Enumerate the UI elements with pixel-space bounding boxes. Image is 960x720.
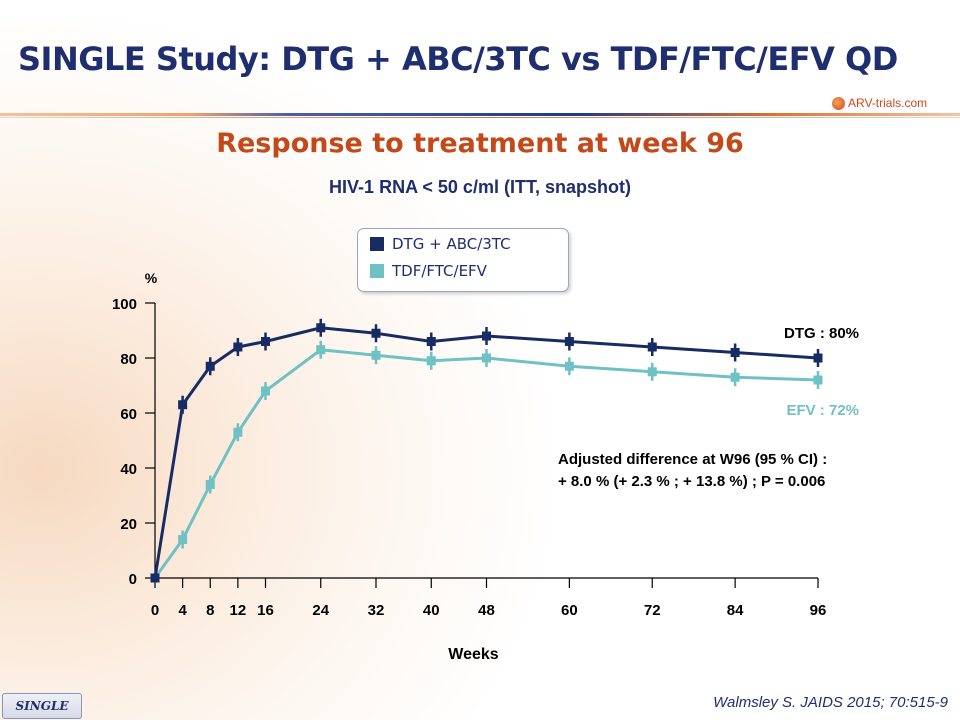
data-point bbox=[730, 348, 740, 357]
y-tick-label: 100 bbox=[112, 296, 137, 313]
x-tick-label: 4 bbox=[178, 602, 187, 619]
x-tick-label: 8 bbox=[206, 602, 214, 619]
y-tick-label: 20 bbox=[120, 516, 137, 533]
data-point bbox=[482, 353, 491, 363]
chart-legend: DTG + ABC/3TC TDF/FTC/EFV bbox=[357, 228, 569, 292]
annotation-line-2: + 8.0 % (+ 2.3 % ; + 13.8 %) ; P = 0.006 bbox=[558, 473, 826, 490]
x-tick-label: 24 bbox=[312, 602, 329, 619]
data-point bbox=[813, 353, 823, 363]
y-axis-label: % bbox=[145, 270, 158, 286]
data-point bbox=[426, 356, 436, 366]
data-point bbox=[205, 361, 215, 371]
arv-trials-logo: ARV-trials.com bbox=[832, 94, 927, 112]
data-point bbox=[316, 323, 326, 333]
adjusted-difference-annotation: Adjusted difference at W96 (95 % CI) : +… bbox=[558, 449, 827, 493]
y-tick-label: 40 bbox=[120, 461, 137, 478]
end-label-dtg: DTG : 80% bbox=[784, 325, 859, 342]
data-point bbox=[564, 337, 574, 346]
x-tick-label: 12 bbox=[230, 602, 247, 619]
x-tick-label: 84 bbox=[727, 602, 744, 619]
title-divider bbox=[0, 113, 960, 116]
legend-swatch-dtg bbox=[370, 237, 384, 251]
data-point bbox=[426, 337, 436, 346]
x-tick-label: 72 bbox=[644, 602, 661, 619]
legend-swatch-efv bbox=[370, 264, 384, 278]
slide-title: SINGLE Study: DTG + ABC/3TC vs TDF/FTC/E… bbox=[18, 40, 898, 78]
end-label-efv: EFV : 72% bbox=[786, 402, 859, 419]
chart-subtitle: Response to treatment at week 96 bbox=[216, 128, 744, 159]
data-point bbox=[371, 328, 381, 338]
y-tick-label: 60 bbox=[120, 406, 137, 423]
logo-mark-icon bbox=[832, 96, 845, 110]
data-point bbox=[564, 361, 574, 371]
data-point bbox=[233, 342, 243, 352]
data-point bbox=[730, 372, 740, 382]
x-tick-label: 96 bbox=[810, 602, 827, 619]
data-point bbox=[150, 573, 160, 583]
legend-label-dtg: DTG + ABC/3TC bbox=[392, 235, 511, 253]
x-tick-label: 32 bbox=[368, 602, 385, 619]
logo-text: ARV-trials.com bbox=[848, 96, 928, 110]
data-point bbox=[178, 535, 188, 544]
data-point bbox=[371, 350, 381, 360]
data-point bbox=[813, 375, 823, 385]
data-point bbox=[647, 342, 657, 352]
data-point bbox=[233, 427, 243, 437]
data-point bbox=[261, 337, 270, 346]
data-point bbox=[261, 386, 270, 396]
citation: Walmsley S. JAIDS 2015; 70:515-9 bbox=[713, 694, 948, 711]
data-point bbox=[178, 400, 188, 410]
annotation-line-1: Adjusted difference at W96 (95 % CI) : bbox=[558, 451, 828, 468]
x-tick-label: 0 bbox=[151, 602, 159, 619]
x-tick-label: 16 bbox=[257, 602, 274, 619]
study-tag: SINGLE bbox=[2, 693, 82, 719]
legend-item-efv: TDF/FTC/EFV bbox=[370, 262, 487, 280]
title-divider-thin bbox=[0, 117, 960, 118]
y-tick-label: 80 bbox=[120, 351, 137, 368]
data-point bbox=[647, 367, 657, 377]
data-point bbox=[205, 480, 215, 489]
data-point bbox=[482, 331, 491, 341]
data-point bbox=[316, 345, 326, 355]
chart-subsubtitle: HIV-1 RNA < 50 c/ml (ITT, snapshot) bbox=[329, 177, 631, 197]
x-axis-label: Weeks bbox=[448, 646, 499, 663]
legend-label-efv: TDF/FTC/EFV bbox=[392, 262, 487, 280]
x-tick-label: 40 bbox=[423, 602, 440, 619]
x-tick-label: 48 bbox=[478, 602, 495, 619]
y-tick-label: 0 bbox=[129, 571, 137, 588]
legend-item-dtg: DTG + ABC/3TC bbox=[370, 235, 511, 253]
x-tick-label: 60 bbox=[561, 602, 578, 619]
